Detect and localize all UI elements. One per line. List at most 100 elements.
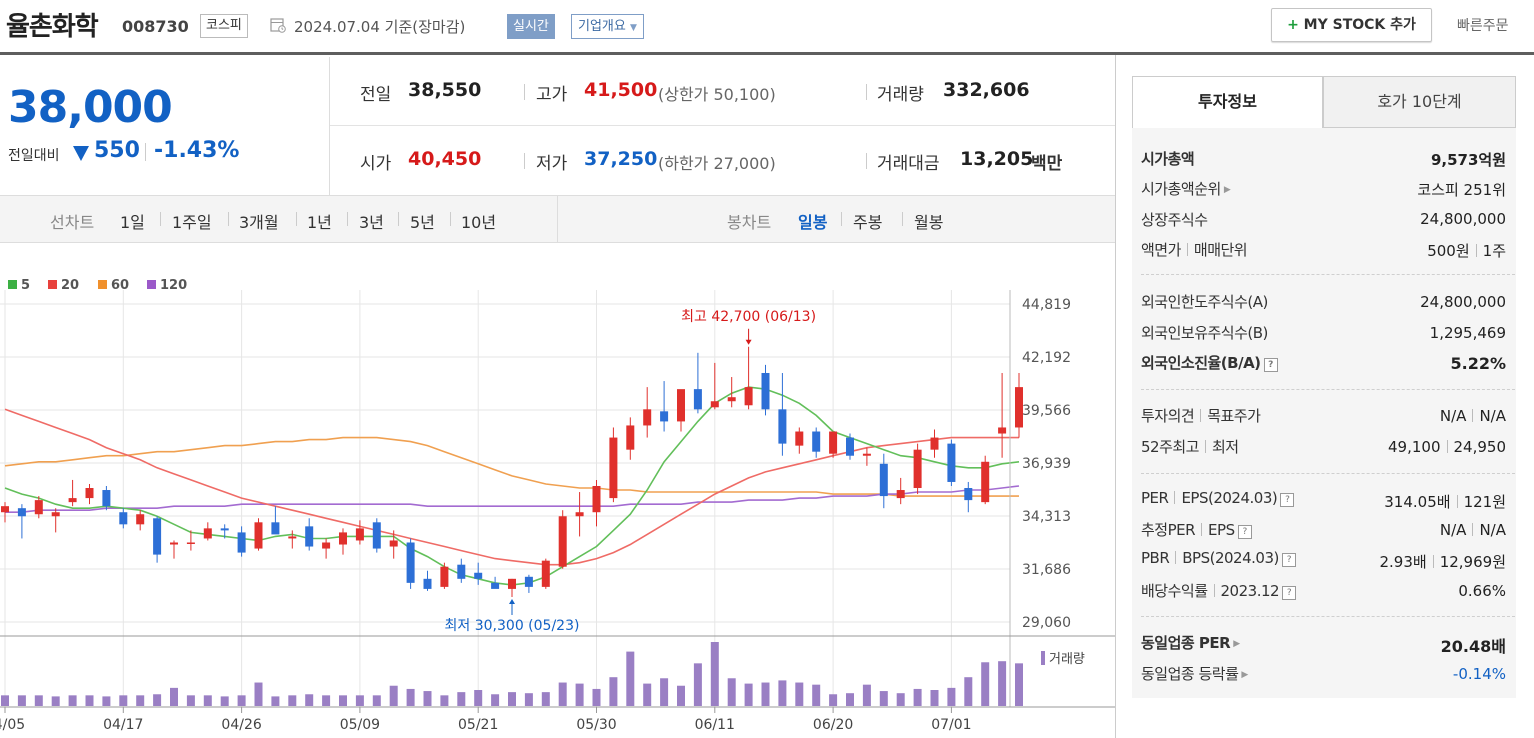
candle <box>186 542 195 544</box>
ma120-line <box>5 485 1020 513</box>
add-my-stock-button[interactable]: + MY STOCK 추가 <box>1271 8 1432 42</box>
listed-shares-label: 상장주식수 <box>1141 211 1208 229</box>
est-per-label: 추정PER EPS? <box>1141 519 1252 540</box>
candle <box>862 453 871 456</box>
tab-1w[interactable]: 1주일 <box>172 213 212 232</box>
candle <box>913 449 922 489</box>
divider <box>1446 440 1448 453</box>
volume-bar <box>998 661 1007 706</box>
divider <box>1186 243 1188 256</box>
tab-order-book[interactable]: 호가 10단계 <box>1323 76 1516 128</box>
tab-invest-info[interactable]: 투자정보 <box>1132 76 1323 128</box>
help-icon[interactable]: ? <box>1263 358 1278 372</box>
volume-bar <box>68 695 77 706</box>
market-cap-rank-label[interactable]: 시가총액순위 ▶ <box>1141 178 1231 199</box>
candle <box>423 578 432 589</box>
help-icon[interactable]: ? <box>1282 586 1297 600</box>
chevron-down-icon: ▼ <box>629 23 637 33</box>
sector-change-label[interactable]: 동일업종 등락률 ▶ <box>1141 663 1248 684</box>
per-value: 314.05배 <box>1384 493 1451 511</box>
header-divider <box>0 52 1534 55</box>
tab-5y[interactable]: 5년 <box>410 213 435 232</box>
trade-unit-text: 매매단위 <box>1193 241 1248 259</box>
upper-limit: (상한가 50,100) <box>658 85 776 104</box>
candle <box>68 498 77 503</box>
tab-daily[interactable]: 일봉 <box>798 213 828 232</box>
y-tick-label: 39,566 <box>1022 403 1071 419</box>
tab-1d[interactable]: 1일 <box>120 213 145 232</box>
volume-bar <box>913 688 922 706</box>
volume-bar <box>440 695 449 706</box>
tab-monthly[interactable]: 월봉 <box>914 213 944 232</box>
volume-bar <box>474 690 483 706</box>
volume-bar <box>744 683 753 706</box>
x-tick-label: 04/17 <box>103 717 143 733</box>
candle <box>981 461 990 503</box>
divider <box>1141 389 1515 390</box>
realtime-button[interactable]: 실시간 <box>507 14 555 39</box>
divider <box>1213 584 1215 597</box>
line-chart-label: 선차트 <box>50 213 95 232</box>
market-cap-label: 시가총액 <box>1141 150 1195 168</box>
lower-limit: (하한가 27,000) <box>658 154 776 173</box>
stock-code: 008730 <box>122 17 189 36</box>
help-icon[interactable]: ? <box>1281 553 1296 567</box>
price-summary <box>0 57 330 195</box>
candlestick-chart[interactable]: 최고 42,700 (06/13) 최저 30,300 (05/23) 거래량 4… <box>0 290 1115 738</box>
calendar-icon <box>270 18 286 33</box>
y-tick-label: 42,192 <box>1022 350 1071 366</box>
volume-bar <box>609 677 618 706</box>
volume-bar <box>930 690 939 706</box>
dividend-value: 0.66% <box>1458 582 1506 600</box>
tab-1y[interactable]: 1년 <box>307 213 332 232</box>
candle <box>339 532 347 545</box>
help-icon[interactable]: ? <box>1237 525 1252 539</box>
dividend-text: 배당수익률 <box>1141 582 1208 600</box>
min-arrow-head <box>509 598 515 604</box>
candle <box>744 387 753 406</box>
divider <box>902 212 903 226</box>
par-value-label: 액면가 매매단위 <box>1141 239 1248 260</box>
volume-bar <box>254 682 263 706</box>
volume-bar <box>541 692 550 706</box>
divider <box>398 212 399 226</box>
volume-label: 거래량 <box>877 85 924 105</box>
volume-bar <box>710 642 719 706</box>
candle <box>51 512 60 517</box>
volume-bar <box>423 691 432 706</box>
tab-10y[interactable]: 10년 <box>461 213 497 232</box>
x-tick-label: 06/11 <box>695 717 735 733</box>
bps-text: BPS(2024.03) <box>1182 549 1279 567</box>
tab-3m[interactable]: 3개월 <box>239 213 279 232</box>
est-eps-value: N/A <box>1479 521 1506 539</box>
prev-close-label: 전일 <box>360 85 392 105</box>
tab-3y[interactable]: 3년 <box>359 213 384 232</box>
opinion-label: 투자의견 목표주가 <box>1141 405 1261 426</box>
divider <box>866 153 867 169</box>
quick-order-link[interactable]: 빠른주문 <box>1457 18 1509 34</box>
pbr-value: 2.93배 <box>1379 553 1427 571</box>
legend-swatch <box>8 280 17 289</box>
y-tick-label: 36,939 <box>1022 456 1071 472</box>
candle <box>947 443 956 482</box>
volume-bar <box>1 695 9 706</box>
volume-bar <box>508 692 516 706</box>
volume-bar <box>17 695 26 706</box>
foreign-limit-label: 외국인한도주식수(A) <box>1141 293 1268 311</box>
open-label: 시가 <box>360 154 392 174</box>
tab-weekly[interactable]: 주봉 <box>853 213 883 232</box>
stock-name: 율촌화학 <box>6 12 99 42</box>
volume-bar <box>203 695 212 706</box>
foreign-holding-label: 외국인보유주식수(B) <box>1141 324 1268 342</box>
volume-bar <box>186 695 195 706</box>
candle-chart-label: 봉차트 <box>727 213 772 232</box>
help-icon[interactable]: ? <box>1280 493 1295 507</box>
change-label: 전일대비 <box>8 148 60 164</box>
x-tick-label: 04/05 <box>0 717 25 733</box>
sector-per-label[interactable]: 동일업종 PER ▶ <box>1141 632 1240 653</box>
legend-label: 60 <box>111 278 130 293</box>
volume-bar <box>575 683 584 706</box>
divider <box>228 212 229 226</box>
company-overview-button[interactable]: 기업개요 ▼ <box>571 14 644 39</box>
volume-bar <box>812 684 821 706</box>
